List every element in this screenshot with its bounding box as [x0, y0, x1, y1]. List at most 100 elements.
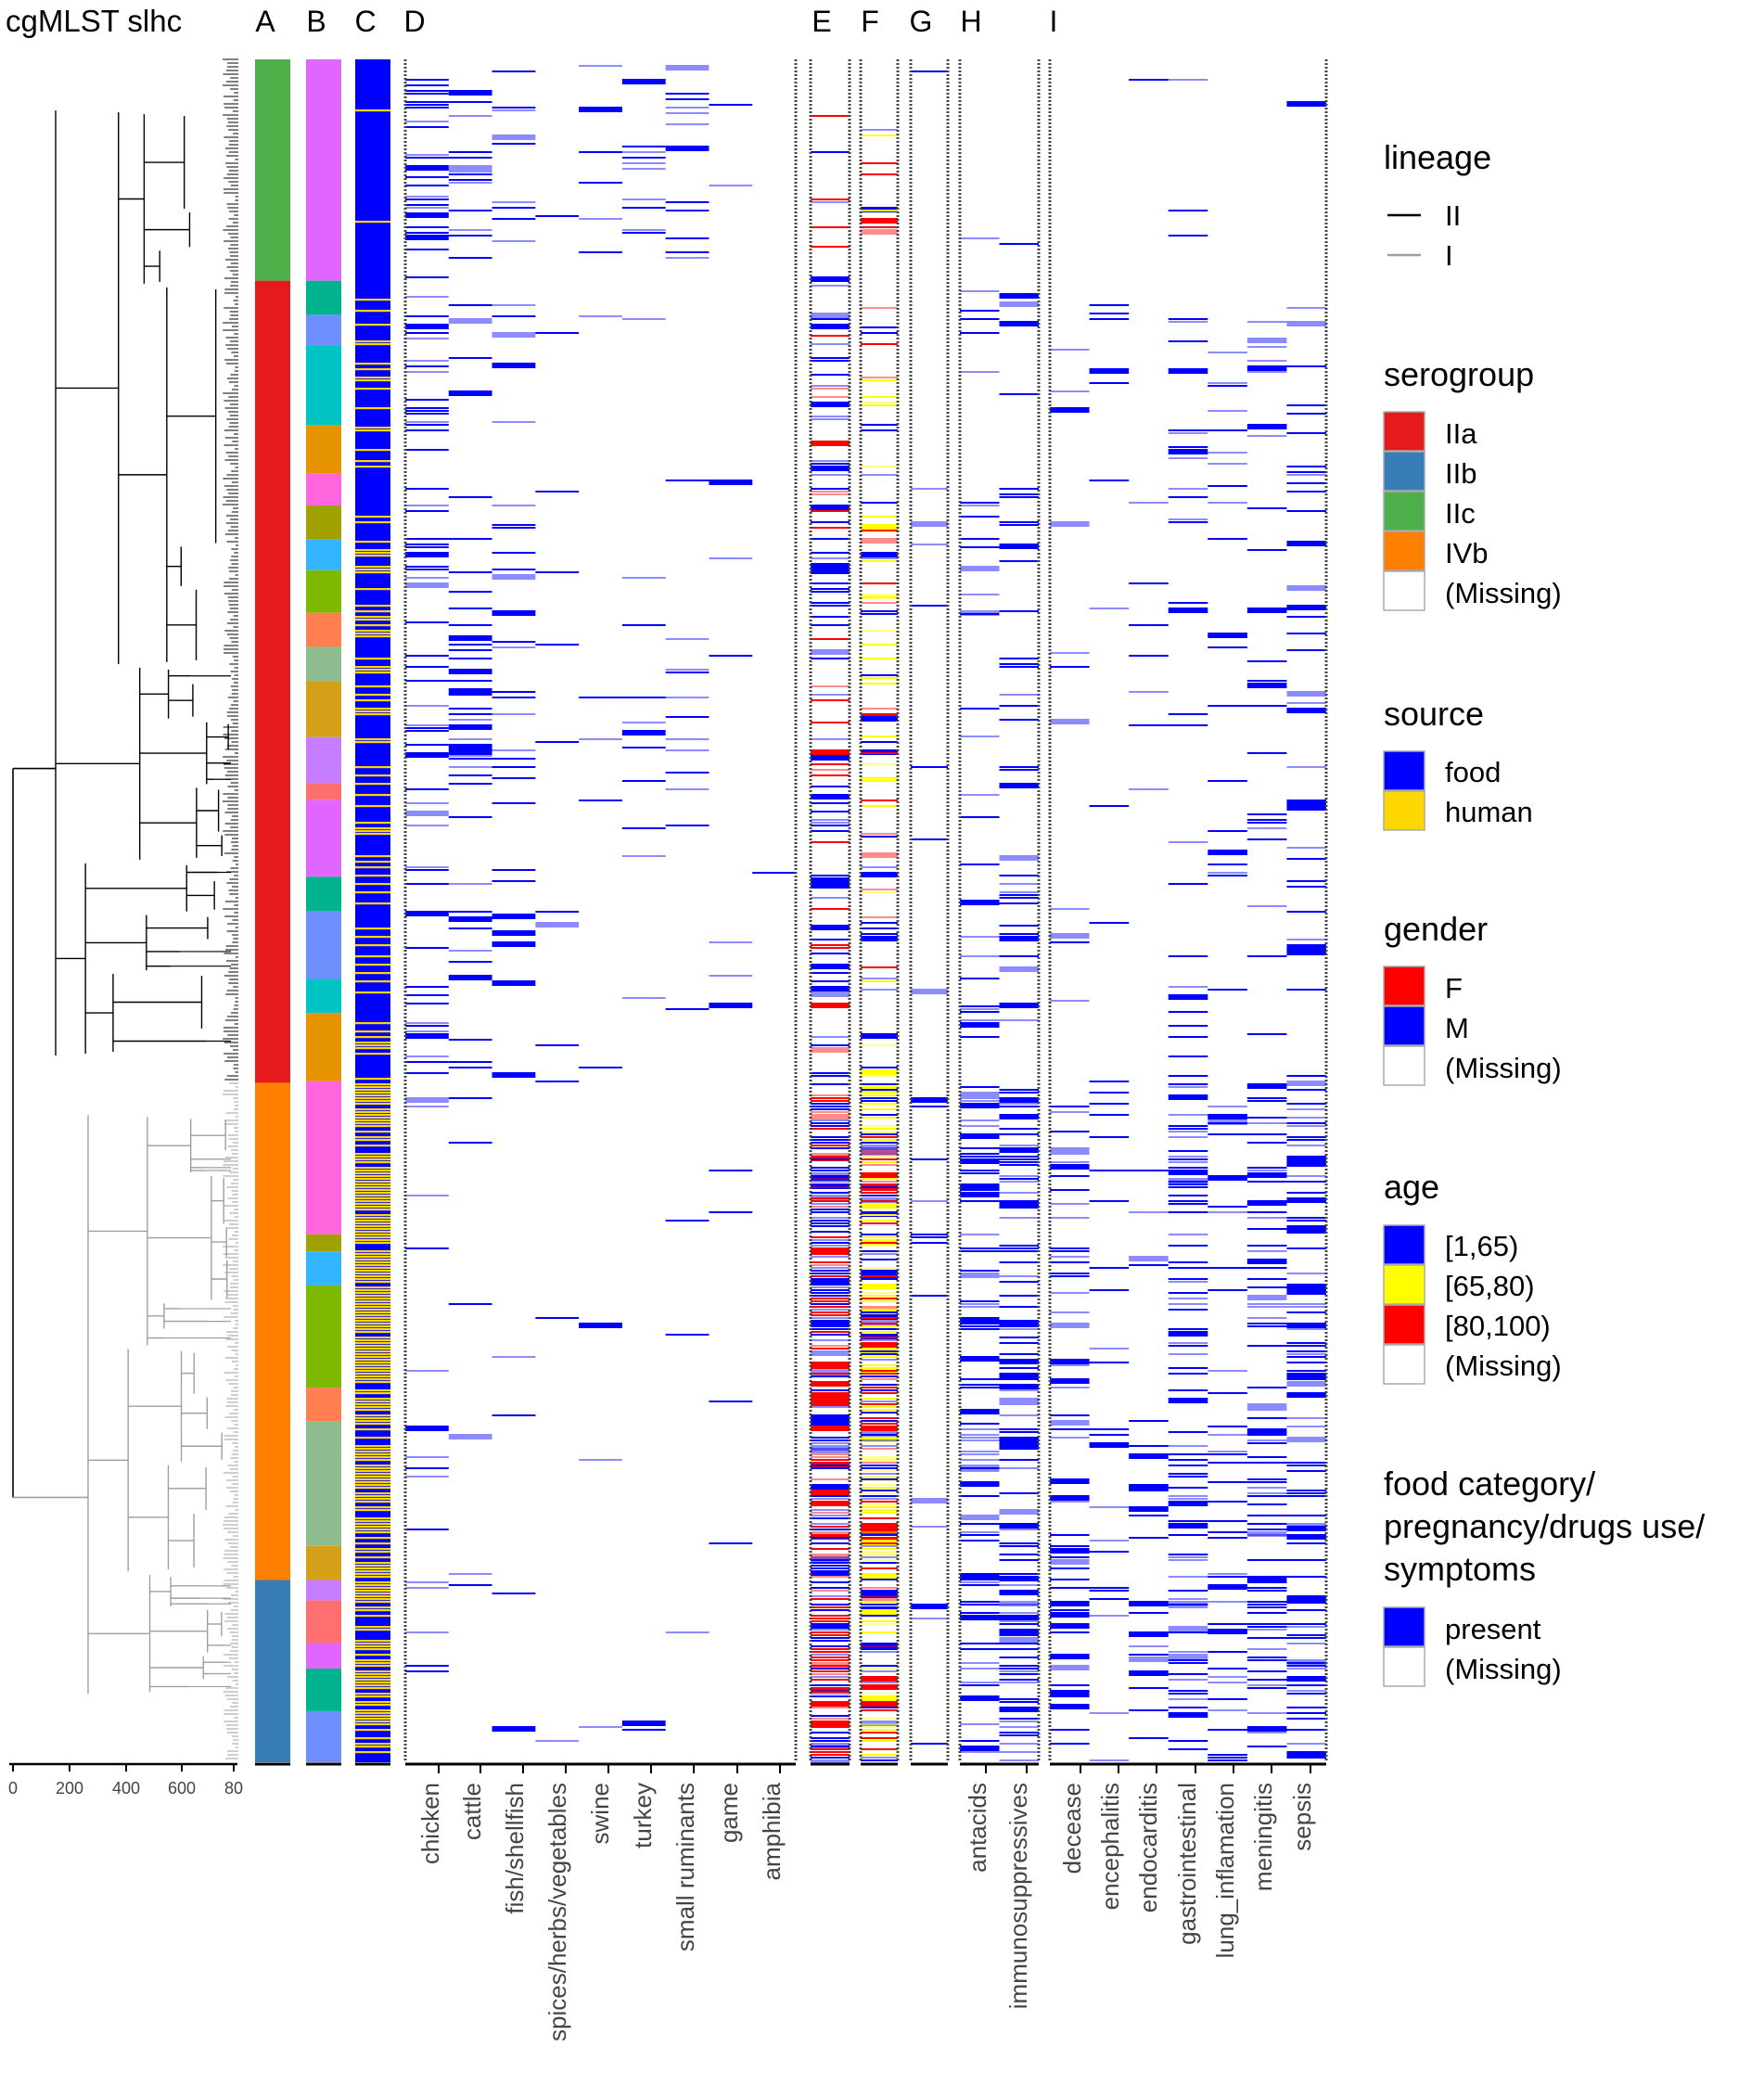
drug-use-cell [960, 978, 1000, 979]
age-cell [861, 916, 898, 918]
symptom-cell [1168, 1186, 1208, 1188]
source-human-mark [355, 516, 390, 518]
symptom-cell [1246, 827, 1287, 829]
legend-swatch [1383, 570, 1425, 611]
source-human-mark [355, 1684, 390, 1687]
gender-cell [811, 527, 850, 529]
symptom-cell [1168, 1598, 1208, 1600]
food-category-cell [405, 90, 449, 92]
gender-cell [811, 1684, 850, 1686]
age-cell [861, 1189, 898, 1191]
symptom-cell [1089, 1587, 1130, 1589]
drug-use-cell [999, 1643, 1039, 1644]
symptom-cell [1129, 1737, 1169, 1739]
source-human-mark [355, 1047, 390, 1050]
food-category-cell [448, 1067, 492, 1068]
source-human-mark [355, 891, 390, 894]
food-category-cell [492, 713, 536, 715]
drug-use-cell [999, 1203, 1039, 1209]
age-cell [861, 1721, 898, 1726]
source-human-mark [355, 1737, 390, 1740]
food-category-cell [621, 79, 666, 84]
drug-use-cell [999, 1295, 1039, 1297]
food-category-cell [405, 296, 449, 298]
symptom-cell [1050, 1623, 1090, 1629]
symptom-cell [1208, 1682, 1247, 1683]
symptom-cell [1168, 1690, 1208, 1692]
symptom-cell [1168, 432, 1208, 434]
source-human-mark [355, 1311, 390, 1314]
gender-cell [811, 1225, 850, 1227]
source-human-mark [355, 1356, 390, 1359]
food-category-cell [665, 772, 709, 774]
drug-use-cell [999, 1668, 1039, 1669]
drug-use-cell [999, 1353, 1039, 1355]
symptom-cell [1286, 1707, 1326, 1708]
source-human-mark [355, 1364, 390, 1367]
symptom-cell [1246, 813, 1287, 815]
symptom-cell [1129, 1256, 1169, 1261]
source-human-mark [355, 1537, 390, 1540]
cluster-segment [306, 539, 341, 570]
symptom-cell [1286, 1247, 1326, 1249]
legend-title: symptoms [1384, 1550, 1536, 1588]
source-human-mark [355, 1526, 390, 1529]
source-human-mark [355, 666, 390, 669]
gender-cell [811, 588, 850, 590]
drug-use-cell [999, 1631, 1039, 1633]
drug-use-cell [999, 1398, 1039, 1403]
drug-use-cell [999, 1718, 1039, 1720]
source-human-mark [355, 1178, 390, 1181]
symptom-cell [1129, 1445, 1169, 1447]
symptom-cell [1286, 950, 1326, 955]
age-cell [861, 343, 898, 345]
source-human-mark [355, 1281, 390, 1284]
source-human-mark [355, 1640, 390, 1643]
source-human-mark [355, 340, 390, 343]
food-category-cell [405, 914, 449, 915]
gender-cell [811, 1598, 850, 1600]
age-cell [861, 1562, 898, 1564]
symptom-cell [1286, 911, 1326, 913]
drug-use-cell [960, 1662, 1000, 1664]
symptom-cell [1286, 1200, 1326, 1202]
age-cell [861, 805, 898, 807]
source-human-mark [355, 363, 390, 365]
drug-use-cell [960, 1097, 1000, 1099]
food-category-cell [492, 527, 536, 529]
gender-cell [811, 1250, 850, 1252]
age-cell [861, 936, 898, 941]
drug-use-cell [999, 1147, 1039, 1153]
symptom-cell [1286, 510, 1326, 512]
food-category-cell [535, 215, 580, 217]
source-human-mark [355, 1701, 390, 1704]
food-category-cell [405, 788, 449, 790]
symptom-cell [1050, 1378, 1090, 1384]
symptom-cell [1168, 1673, 1208, 1675]
symptom-cell [1208, 1114, 1247, 1119]
drug-use-cell [960, 816, 1000, 818]
symptom-cell [1208, 1520, 1247, 1522]
food-category-cell [405, 1061, 449, 1063]
cluster-segment [306, 736, 341, 784]
source-human-mark [355, 710, 390, 713]
drug-use-cell [999, 783, 1039, 788]
drug-use-cell [999, 1128, 1039, 1130]
drug-use-cell [960, 955, 1000, 957]
gender-cell [811, 1289, 850, 1291]
symptom-cell [1286, 1328, 1326, 1330]
symptom-cell [1246, 1117, 1287, 1119]
source-human-mark [355, 1584, 390, 1587]
symptom-cell [1168, 1298, 1208, 1299]
drug-use-cell [999, 1325, 1039, 1327]
source-human-mark [355, 1570, 390, 1573]
food-category-cell [405, 1030, 449, 1032]
symptom-cell [1050, 1587, 1090, 1589]
gender-cell [811, 1548, 850, 1550]
gender-cell [811, 1623, 850, 1629]
age-cell [861, 1620, 898, 1622]
column-label: chicken [416, 1783, 444, 1864]
gender-cell [811, 1142, 850, 1144]
age-cell [861, 1467, 898, 1469]
age-cell [861, 1295, 898, 1297]
